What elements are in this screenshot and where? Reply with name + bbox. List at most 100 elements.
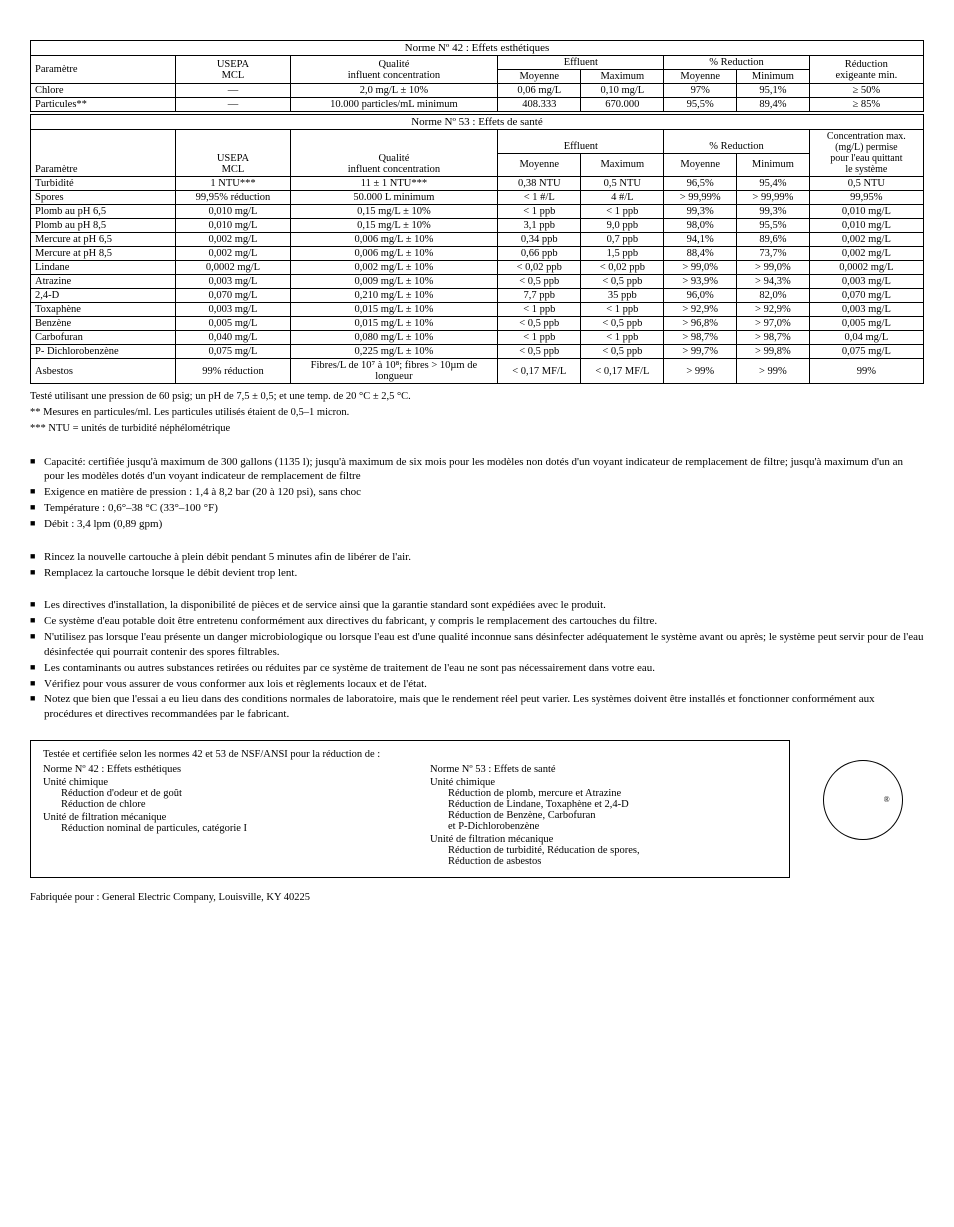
table-cell: > 92,9%	[737, 303, 810, 317]
table-row: Toxaphène0,003 mg/L0,015 mg/L ± 10%< 1 p…	[31, 303, 924, 317]
list-item: Capacité: certifiée jusqu'à maximum de 3…	[30, 455, 924, 485]
table-cell: > 99%	[664, 359, 737, 384]
table-cell: 670.000	[581, 98, 664, 112]
col-param: Paramètre	[31, 56, 176, 84]
table-cell: 0,38 NTU	[498, 177, 581, 191]
table-cell: > 99,7%	[664, 345, 737, 359]
table-cell: < 0,5 ppb	[498, 317, 581, 331]
table-cell: > 99,99%	[737, 191, 810, 205]
table-cell: 88,4%	[664, 247, 737, 261]
table-cell: 99,3%	[737, 205, 810, 219]
table-row: Asbestos99% réductionFibres/L de 10⁷ à 1…	[31, 359, 924, 384]
table-cell: < 0,5 ppb	[581, 345, 664, 359]
col-eff-maximum: Maximum	[581, 70, 664, 84]
table-row: Atrazine0,003 mg/L0,009 mg/L ± 10%< 0,5 …	[31, 275, 924, 289]
list-item: Exigence en matière de pression : 1,4 à …	[30, 485, 924, 500]
table-cell: < 0,5 ppb	[581, 275, 664, 289]
table-cell: 0,010 mg/L	[809, 205, 923, 219]
table-cell: 0,010 mg/L	[809, 219, 923, 233]
table-cell: Particules**	[31, 98, 176, 112]
table-cell: 0,009 mg/L ± 10%	[290, 275, 498, 289]
table-cell: Mercure at pH 6,5	[31, 233, 176, 247]
cert-42-unit-filtration: Unité de filtration mécanique	[43, 812, 390, 823]
cert-42-unit-chimique: Unité chimique	[43, 777, 390, 788]
table-cell: 50.000 L minimum	[290, 191, 498, 205]
table-cell: 0,010 mg/L	[176, 205, 290, 219]
table-health-effects: Norme Nº 53 : Effets de santé Paramètre …	[30, 114, 924, 384]
table-cell: 9,0 ppb	[581, 219, 664, 233]
list-item: N'utilisez pas lorsque l'eau présente un…	[30, 630, 924, 660]
table-cell: 99% réduction	[176, 359, 290, 384]
table-cell: < 0,5 ppb	[498, 275, 581, 289]
table-cell: 99,3%	[664, 205, 737, 219]
table-cell: —	[176, 98, 290, 112]
col-effluent: Effluent	[498, 130, 664, 154]
table-cell: 0,5 NTU	[581, 177, 664, 191]
cert-53-item: Réduction de Lindane, Toxaphène et 2,4-D	[430, 799, 777, 810]
table-cell: Plomb au pH 8,5	[31, 219, 176, 233]
table-cell: P- Dichlorobenzène	[31, 345, 176, 359]
col-effluent: Effluent	[498, 56, 664, 70]
table-cell: ≥ 50%	[809, 84, 923, 98]
table-cell: Turbidité	[31, 177, 176, 191]
table-cell: 408.333	[498, 98, 581, 112]
table-row: Mercure at pH 8,50,002 mg/L0,006 mg/L ± …	[31, 247, 924, 261]
table-cell: Atrazine	[31, 275, 176, 289]
list-item: Rincez la nouvelle cartouche à plein déb…	[30, 550, 924, 565]
col-eff-maximum: Maximum	[581, 153, 664, 177]
table-cell: Chlore	[31, 84, 176, 98]
table2-title: Norme Nº 53 : Effets de santé	[31, 115, 924, 130]
table-cell: 95,1%	[737, 84, 810, 98]
list-item: Ce système d'eau potable doit être entre…	[30, 614, 924, 629]
table-cell: 73,7%	[737, 247, 810, 261]
list-item: Notez que bien que l'essai a eu lieu dan…	[30, 692, 924, 722]
table-cell: 0,002 mg/L	[809, 233, 923, 247]
table-row: Carbofuran0,040 mg/L0,080 mg/L ± 10%< 1 …	[31, 331, 924, 345]
cert-53-title: Norme Nº 53 : Effets de santé	[430, 764, 777, 775]
table-cell: 11 ± 1 NTU***	[290, 177, 498, 191]
list-item: Remplacez la cartouche lorsque le débit …	[30, 566, 924, 581]
col-pct-reduction: % Reduction	[664, 56, 809, 70]
table-cell: < 1 ppb	[581, 303, 664, 317]
table-cell: 0,225 mg/L ± 10%	[290, 345, 498, 359]
table-row: Lindane0,0002 mg/L0,002 mg/L ± 10%< 0,02…	[31, 261, 924, 275]
table-cell: 0,003 mg/L	[176, 303, 290, 317]
table-cell: 0,0002 mg/L	[176, 261, 290, 275]
table-cell: 3,1 ppb	[498, 219, 581, 233]
table-cell: Carbofuran	[31, 331, 176, 345]
table-cell: > 98,7%	[664, 331, 737, 345]
table-cell: 96,0%	[664, 289, 737, 303]
table-cell: < 0,02 ppb	[498, 261, 581, 275]
table-cell: 0,66 ppb	[498, 247, 581, 261]
table-cell: 0,002 mg/L ± 10%	[290, 261, 498, 275]
table-row: P- Dichlorobenzène0,075 mg/L0,225 mg/L ±…	[31, 345, 924, 359]
table-cell: Plomb au pH 6,5	[31, 205, 176, 219]
cert-53-unit-chimique: Unité chimique	[430, 777, 777, 788]
col-usepa: USEPA MCL	[176, 130, 290, 177]
footnotes: Testé utilisant une pression de 60 psig;…	[30, 390, 924, 437]
table-cell: > 99,8%	[737, 345, 810, 359]
cert-53-unit-filtration: Unité de filtration mécanique	[430, 834, 777, 845]
table-cell: Lindane	[31, 261, 176, 275]
table-cell: 0,5 NTU	[809, 177, 923, 191]
cert-53-item: Réduction de Benzène, Carbofuran et P-Di…	[430, 810, 777, 832]
table-cell: 99,95%	[809, 191, 923, 205]
table-cell: 0,070 mg/L	[176, 289, 290, 303]
table-cell: 0,15 mg/L ± 10%	[290, 205, 498, 219]
cert-intro: Testée et certifiée selon les normes 42 …	[43, 749, 777, 760]
table-cell: 0,002 mg/L	[176, 247, 290, 261]
col-qualite: Qualité influent concentration	[290, 130, 498, 177]
table-cell: < 0,5 ppb	[581, 317, 664, 331]
table-cell: 0,015 mg/L ± 10%	[290, 303, 498, 317]
table-cell: > 96,8%	[664, 317, 737, 331]
table-cell: 0,006 mg/L ± 10%	[290, 233, 498, 247]
certification-badge	[823, 760, 903, 840]
cert-col-53: Norme Nº 53 : Effets de santé Unité chim…	[430, 764, 777, 867]
cert-42-item: Réduction nominal de particules, catégor…	[43, 823, 390, 834]
cert-col-42: Norme Nº 42 : Effets esthétiques Unité c…	[43, 764, 390, 867]
table-cell: < 0,5 ppb	[498, 345, 581, 359]
table-cell: 0,015 mg/L ± 10%	[290, 317, 498, 331]
table-cell: 0,002 mg/L	[809, 247, 923, 261]
list-item: Débit : 3,4 lpm (0,89 gpm)	[30, 517, 924, 532]
table-cell: 2,0 mg/L ± 10%	[290, 84, 498, 98]
